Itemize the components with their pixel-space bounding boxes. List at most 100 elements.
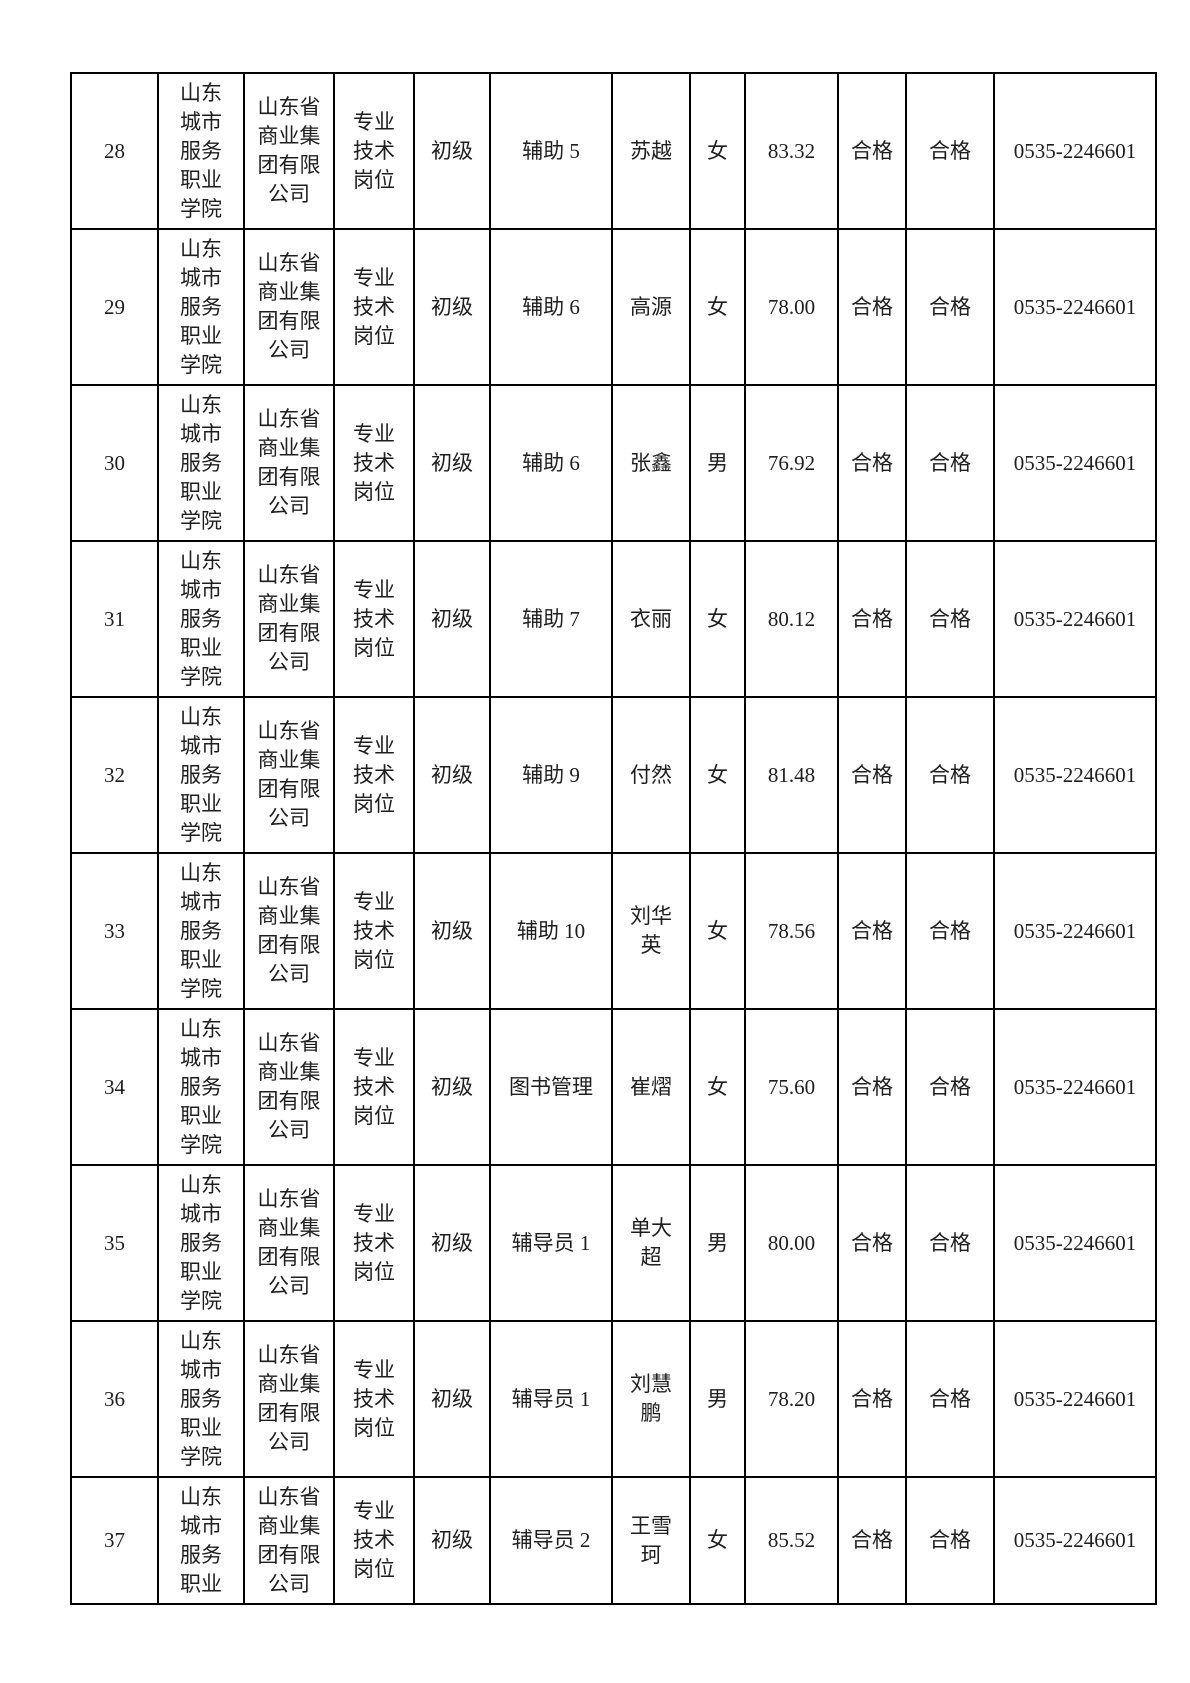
cell-post-category: 专业 技术 岗位 bbox=[333, 852, 415, 1010]
cell-post-level: 初级 bbox=[413, 696, 491, 854]
table-row: 31 山东 城市 服务 职业 学院 山东省 商业集 团有限 公司 专业 技术 岗… bbox=[70, 540, 1157, 698]
cell-score: 85.52 bbox=[744, 1476, 839, 1605]
cell-post-level: 初级 bbox=[413, 852, 491, 1010]
cell-post-category: 专业 技术 岗位 bbox=[333, 384, 415, 542]
cell-gender: 女 bbox=[689, 852, 746, 1010]
cell-result-1: 合格 bbox=[837, 1320, 907, 1478]
cell-post-category: 专业 技术 岗位 bbox=[333, 696, 415, 854]
cell-candidate-name: 高源 bbox=[611, 228, 691, 386]
cell-employer: 山东 城市 服务 职业 学院 bbox=[157, 852, 245, 1010]
cell-post-name: 辅导员 2 bbox=[489, 1476, 613, 1605]
table-row: 32 山东 城市 服务 职业 学院 山东省 商业集 团有限 公司 专业 技术 岗… bbox=[70, 696, 1157, 854]
table-row: 34 山东 城市 服务 职业 学院 山东省 商业集 团有限 公司 专业 技术 岗… bbox=[70, 1008, 1157, 1166]
table-row: 30 山东 城市 服务 职业 学院 山东省 商业集 团有限 公司 专业 技术 岗… bbox=[70, 384, 1157, 542]
cell-result-1: 合格 bbox=[837, 1164, 907, 1322]
cell-result-2: 合格 bbox=[905, 1320, 995, 1478]
table-row: 36 山东 城市 服务 职业 学院 山东省 商业集 团有限 公司 专业 技术 岗… bbox=[70, 1320, 1157, 1478]
cell-serial: 29 bbox=[70, 228, 159, 386]
table-row: 35 山东 城市 服务 职业 学院 山东省 商业集 团有限 公司 专业 技术 岗… bbox=[70, 1164, 1157, 1322]
cell-serial: 32 bbox=[70, 696, 159, 854]
cell-gender: 男 bbox=[689, 1164, 746, 1322]
cell-phone: 0535-2246601 bbox=[993, 228, 1157, 386]
cell-result-1: 合格 bbox=[837, 384, 907, 542]
cell-organizer: 山东省 商业集 团有限 公司 bbox=[243, 384, 335, 542]
cell-post-level: 初级 bbox=[413, 1320, 491, 1478]
cell-serial: 34 bbox=[70, 1008, 159, 1166]
cell-post-category: 专业 技术 岗位 bbox=[333, 72, 415, 230]
cell-candidate-name: 衣丽 bbox=[611, 540, 691, 698]
cell-employer: 山东 城市 服务 职业 学院 bbox=[157, 1164, 245, 1322]
cell-candidate-name: 付然 bbox=[611, 696, 691, 854]
cell-organizer: 山东省 商业集 团有限 公司 bbox=[243, 696, 335, 854]
cell-phone: 0535-2246601 bbox=[993, 72, 1157, 230]
cell-post-name: 辅助 7 bbox=[489, 540, 613, 698]
cell-organizer: 山东省 商业集 团有限 公司 bbox=[243, 228, 335, 386]
cell-post-level: 初级 bbox=[413, 1476, 491, 1605]
cell-candidate-name: 刘慧 鹏 bbox=[611, 1320, 691, 1478]
table-row: 37 山东 城市 服务 职业 山东省 商业集 团有限 公司 专业 技术 岗位 初… bbox=[70, 1476, 1157, 1605]
cell-post-level: 初级 bbox=[413, 1164, 491, 1322]
cell-gender: 女 bbox=[689, 1476, 746, 1605]
cell-result-2: 合格 bbox=[905, 696, 995, 854]
table-row: 28 山东 城市 服务 职业 学院 山东省 商业集 团有限 公司 专业 技术 岗… bbox=[70, 72, 1157, 230]
cell-phone: 0535-2246601 bbox=[993, 852, 1157, 1010]
cell-employer: 山东 城市 服务 职业 学院 bbox=[157, 696, 245, 854]
cell-employer: 山东 城市 服务 职业 学院 bbox=[157, 72, 245, 230]
cell-employer: 山东 城市 服务 职业 学院 bbox=[157, 1008, 245, 1166]
cell-candidate-name: 张鑫 bbox=[611, 384, 691, 542]
cell-result-2: 合格 bbox=[905, 384, 995, 542]
cell-organizer: 山东省 商业集 团有限 公司 bbox=[243, 72, 335, 230]
cell-gender: 男 bbox=[689, 1320, 746, 1478]
cell-result-2: 合格 bbox=[905, 1008, 995, 1166]
cell-result-1: 合格 bbox=[837, 1476, 907, 1605]
cell-organizer: 山东省 商业集 团有限 公司 bbox=[243, 1320, 335, 1478]
cell-result-2: 合格 bbox=[905, 228, 995, 386]
cell-gender: 女 bbox=[689, 72, 746, 230]
results-table: 28 山东 城市 服务 职业 学院 山东省 商业集 团有限 公司 专业 技术 岗… bbox=[70, 72, 1157, 1605]
cell-candidate-name: 崔熠 bbox=[611, 1008, 691, 1166]
cell-post-level: 初级 bbox=[413, 228, 491, 386]
cell-phone: 0535-2246601 bbox=[993, 384, 1157, 542]
cell-employer: 山东 城市 服务 职业 学院 bbox=[157, 540, 245, 698]
cell-post-name: 辅助 10 bbox=[489, 852, 613, 1010]
cell-phone: 0535-2246601 bbox=[993, 540, 1157, 698]
cell-serial: 28 bbox=[70, 72, 159, 230]
cell-post-level: 初级 bbox=[413, 540, 491, 698]
cell-score: 78.00 bbox=[744, 228, 839, 386]
cell-post-name: 辅助 5 bbox=[489, 72, 613, 230]
cell-gender: 女 bbox=[689, 1008, 746, 1166]
cell-result-2: 合格 bbox=[905, 540, 995, 698]
cell-score: 76.92 bbox=[744, 384, 839, 542]
cell-serial: 35 bbox=[70, 1164, 159, 1322]
cell-post-category: 专业 技术 岗位 bbox=[333, 540, 415, 698]
cell-serial: 31 bbox=[70, 540, 159, 698]
cell-serial: 36 bbox=[70, 1320, 159, 1478]
table-row: 29 山东 城市 服务 职业 学院 山东省 商业集 团有限 公司 专业 技术 岗… bbox=[70, 228, 1157, 386]
cell-organizer: 山东省 商业集 团有限 公司 bbox=[243, 540, 335, 698]
cell-result-1: 合格 bbox=[837, 1008, 907, 1166]
cell-phone: 0535-2246601 bbox=[993, 696, 1157, 854]
cell-post-name: 辅助 6 bbox=[489, 384, 613, 542]
cell-gender: 女 bbox=[689, 540, 746, 698]
cell-post-category: 专业 技术 岗位 bbox=[333, 1476, 415, 1605]
cell-result-2: 合格 bbox=[905, 1164, 995, 1322]
cell-candidate-name: 刘华 英 bbox=[611, 852, 691, 1010]
cell-candidate-name: 王雪 珂 bbox=[611, 1476, 691, 1605]
cell-post-name: 辅助 6 bbox=[489, 228, 613, 386]
cell-gender: 男 bbox=[689, 384, 746, 542]
cell-post-category: 专业 技术 岗位 bbox=[333, 1008, 415, 1166]
cell-organizer: 山东省 商业集 团有限 公司 bbox=[243, 1476, 335, 1605]
cell-serial: 37 bbox=[70, 1476, 159, 1605]
cell-phone: 0535-2246601 bbox=[993, 1476, 1157, 1605]
cell-result-1: 合格 bbox=[837, 72, 907, 230]
cell-employer: 山东 城市 服务 职业 学院 bbox=[157, 384, 245, 542]
cell-result-1: 合格 bbox=[837, 696, 907, 854]
cell-post-category: 专业 技术 岗位 bbox=[333, 1320, 415, 1478]
table-row: 33 山东 城市 服务 职业 学院 山东省 商业集 团有限 公司 专业 技术 岗… bbox=[70, 852, 1157, 1010]
cell-score: 80.00 bbox=[744, 1164, 839, 1322]
cell-organizer: 山东省 商业集 团有限 公司 bbox=[243, 852, 335, 1010]
cell-candidate-name: 单大 超 bbox=[611, 1164, 691, 1322]
cell-post-name: 辅助 9 bbox=[489, 696, 613, 854]
cell-score: 83.32 bbox=[744, 72, 839, 230]
